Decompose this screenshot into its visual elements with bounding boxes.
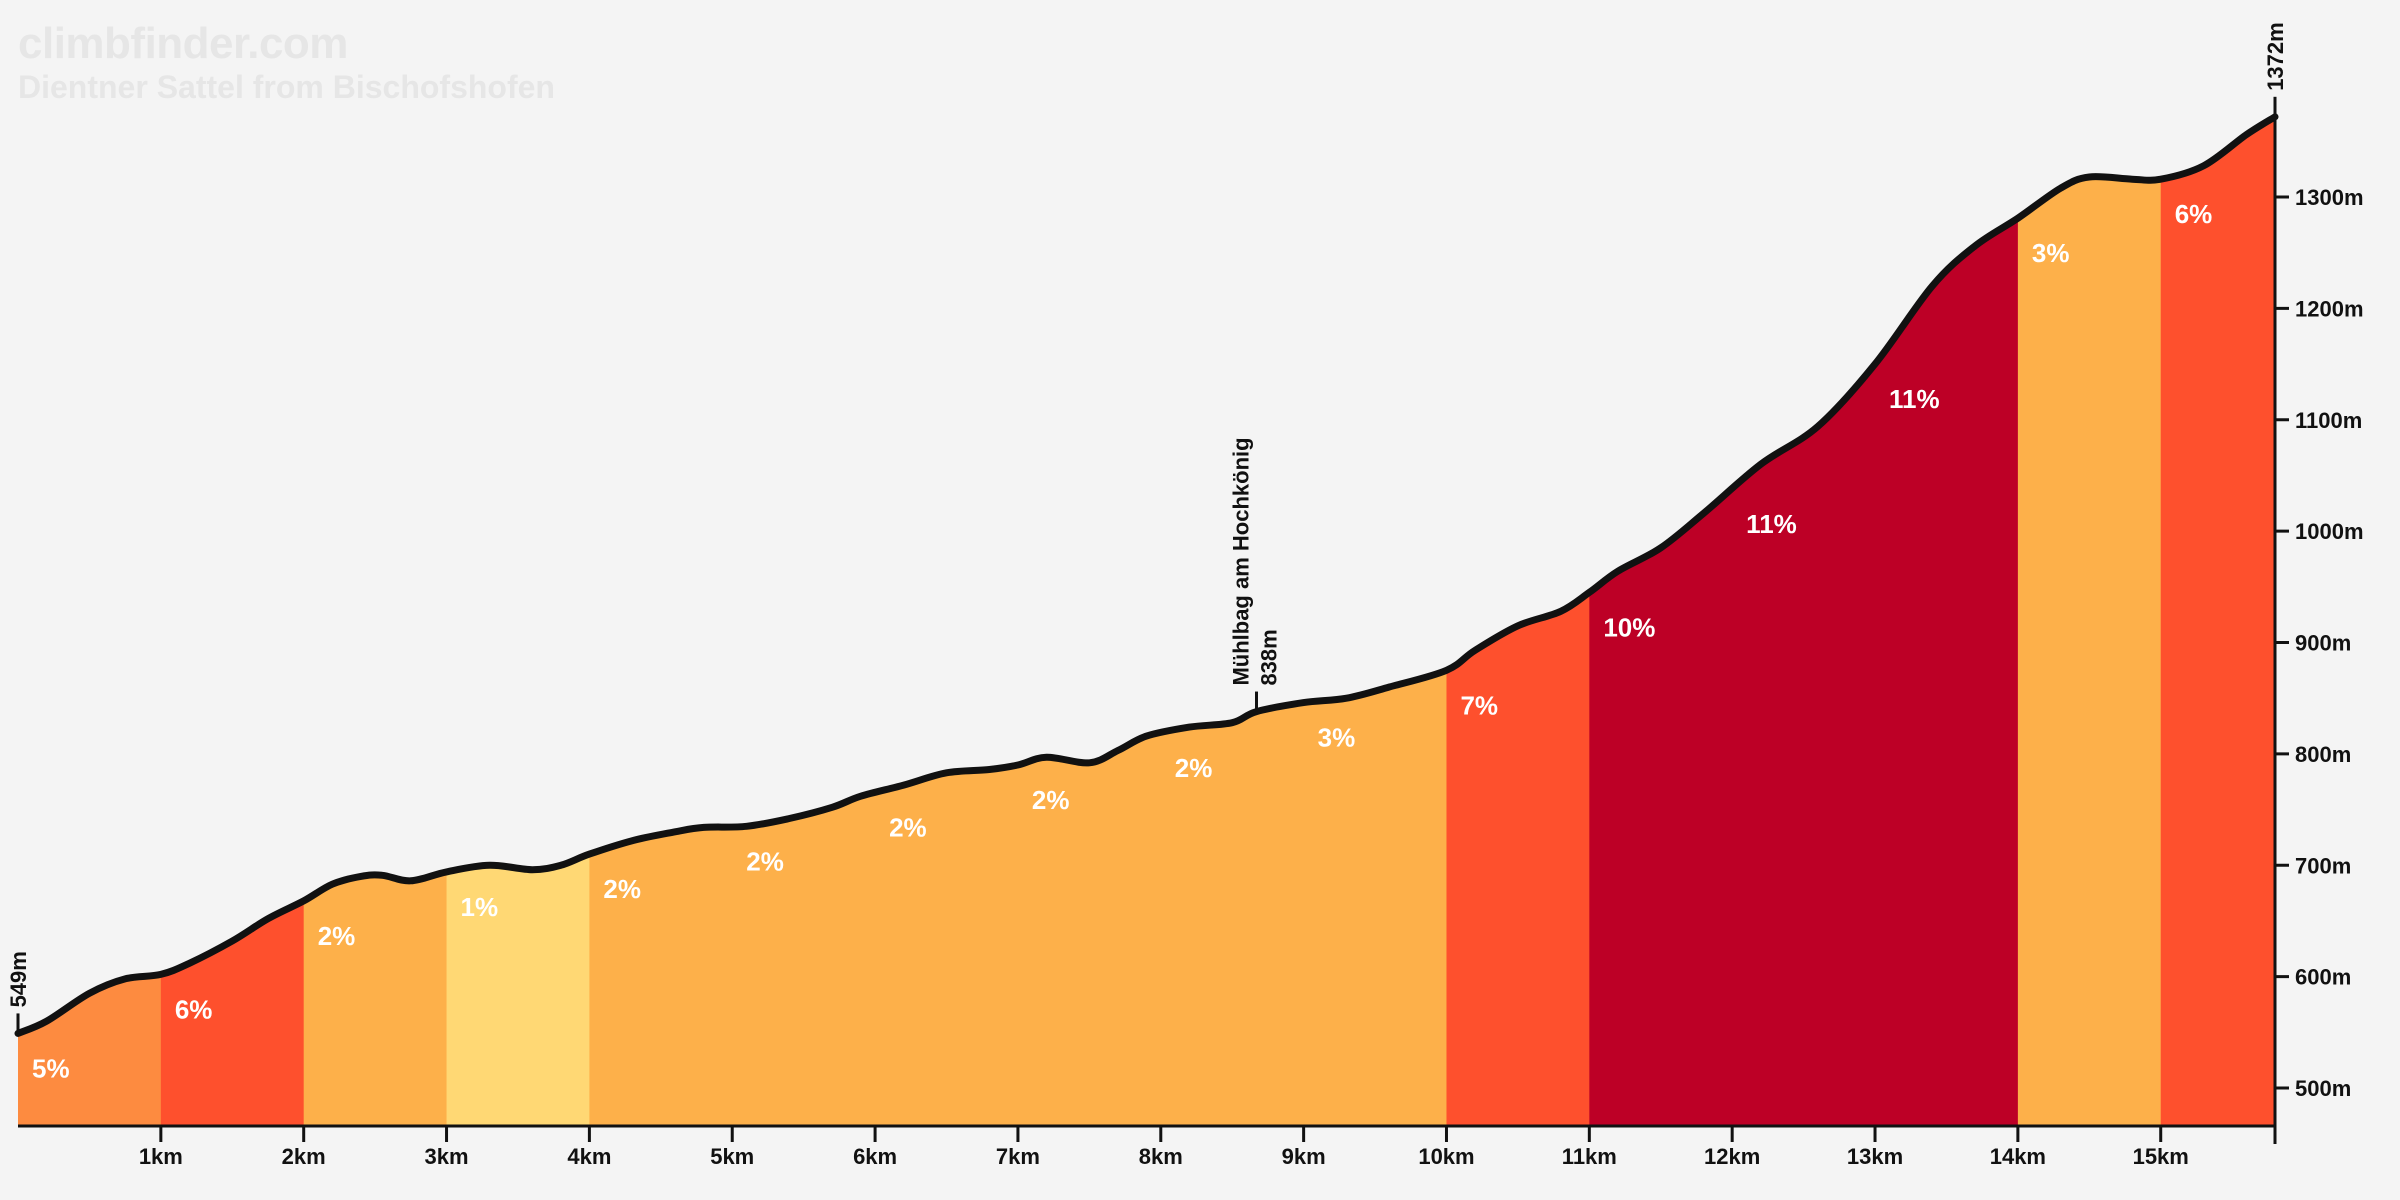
- marker-elevation: 1372m: [2263, 22, 2288, 91]
- x-tick-label: 8km: [1139, 1144, 1183, 1169]
- grade-label: 10%: [1603, 612, 1655, 642]
- marker-name: Mühlbag am Hochkönig: [1228, 437, 1253, 685]
- grade-segment: [1875, 116, 2019, 1126]
- grade-segment: [1446, 116, 1590, 1126]
- grade-segment: [875, 116, 1019, 1126]
- grade-label: 2%: [603, 874, 641, 904]
- grade-segment: [1589, 116, 1733, 1126]
- grade-segment: [1303, 116, 1447, 1126]
- x-tick-label: 4km: [567, 1144, 611, 1169]
- x-tick-label: 15km: [2133, 1144, 2189, 1169]
- grade-segment: [589, 116, 733, 1126]
- x-tick-label: 9km: [1282, 1144, 1326, 1169]
- y-tick-label: 700m: [2295, 853, 2351, 878]
- x-tick-label: 13km: [1847, 1144, 1903, 1169]
- x-tick-label: 7km: [996, 1144, 1040, 1169]
- x-tick-label: 10km: [1418, 1144, 1474, 1169]
- grade-label: 5%: [32, 1053, 70, 1083]
- grade-label: 2%: [746, 847, 784, 877]
- grade-segments: [18, 116, 2275, 1126]
- site-name: climbfinder.com: [18, 19, 348, 68]
- grade-labels: 5% 6% 2% 1% 2% 2% 2% 2% 2% 3% 7% 10% 11% 11% 3% 6%: [32, 199, 2212, 1083]
- y-tick-label: 800m: [2295, 742, 2351, 767]
- marker-elevation: 838m: [1256, 629, 1281, 685]
- grade-label: 3%: [2032, 238, 2070, 268]
- x-tick-label: 5km: [710, 1144, 754, 1169]
- grade-segment: [2160, 116, 2275, 1126]
- grade-segment: [2017, 116, 2162, 1126]
- grade-segment: [1732, 116, 1876, 1126]
- grade-label: 11%: [1889, 384, 1940, 414]
- x-tick-label: 2km: [282, 1144, 326, 1169]
- marker-label-group: 1372m: [2263, 22, 2288, 91]
- y-tick-label: 500m: [2295, 1076, 2351, 1101]
- elevation-profile-line: [14, 113, 2279, 1037]
- grade-segment: [1017, 116, 1162, 1126]
- grade-label: 2%: [1175, 753, 1213, 783]
- grade-label: 6%: [175, 994, 213, 1024]
- x-tick-label: 3km: [425, 1144, 469, 1169]
- y-tick-label: 1200m: [2295, 296, 2364, 321]
- x-tick-label: 14km: [1990, 1144, 2046, 1169]
- grade-label: 3%: [1318, 723, 1356, 753]
- grade-segment: [732, 116, 876, 1126]
- grade-segment: [303, 116, 448, 1126]
- y-tick-label: 1100m: [2295, 408, 2362, 433]
- grade-label: 7%: [1460, 690, 1498, 720]
- grade-segment: [446, 116, 590, 1126]
- y-tick-label: 1300m: [2295, 185, 2364, 210]
- x-tick-label: 12km: [1704, 1144, 1760, 1169]
- grade-label: 11%: [1746, 509, 1797, 539]
- grade-label: 2%: [889, 812, 927, 842]
- marker-label-group: Mühlbag am Hochkönig 838m: [1228, 437, 1281, 685]
- marker-label-group: 549m: [6, 951, 31, 1007]
- grade-segment: [18, 116, 162, 1126]
- grade-label: 2%: [1032, 785, 1070, 815]
- axes: 1km 2km 3km 4km 5km 6km 7km 8km 9km 10km 11km 12km 1…: [18, 116, 2364, 1169]
- y-tick-label: 600m: [2295, 965, 2351, 990]
- grade-label: 2%: [318, 921, 356, 951]
- marker-elevation: 549m: [6, 951, 31, 1007]
- x-tick-label: 6km: [853, 1144, 897, 1169]
- grade-label: 6%: [2175, 199, 2213, 229]
- y-tick-label: 1000m: [2295, 519, 2364, 544]
- branding: climbfinder.com Dientner Sattel from Bis…: [18, 20, 555, 106]
- elevation-markers: 549m Mühlbag am Hochkönig 838m 1372m: [6, 22, 2288, 1034]
- y-tick-label: 900m: [2295, 631, 2351, 656]
- climb-name: Dientner Sattel from Bischofshofen: [18, 69, 555, 105]
- x-tick-label: 1km: [139, 1144, 183, 1169]
- x-tick-label: 11km: [1562, 1144, 1617, 1169]
- grade-label: 1%: [461, 892, 499, 922]
